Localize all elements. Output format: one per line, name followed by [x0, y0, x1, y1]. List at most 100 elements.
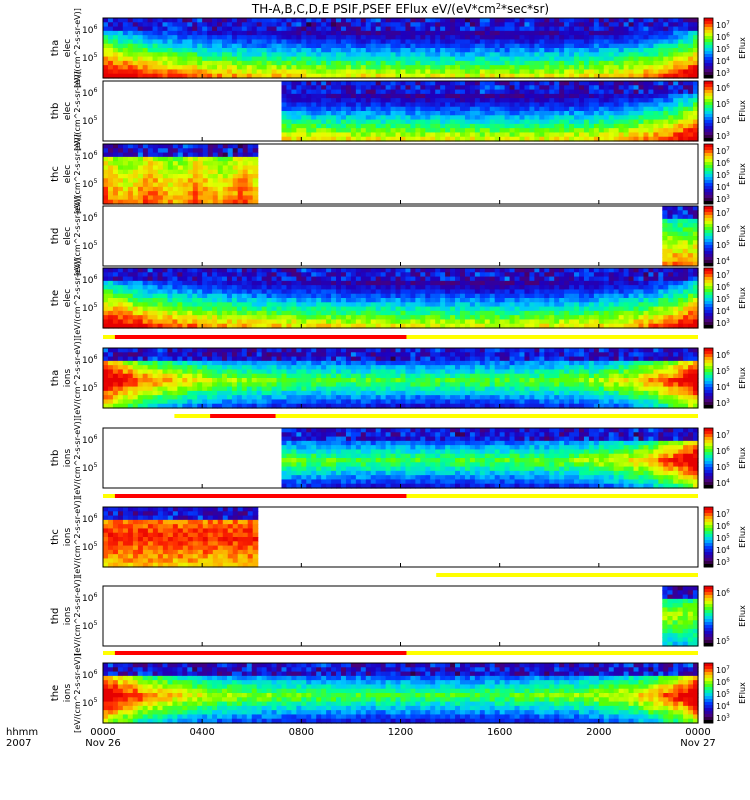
spectrogram-cell [291, 119, 297, 125]
spectrogram-cell [241, 276, 248, 282]
spectrogram-cell [192, 43, 198, 49]
spectrogram-cell [217, 178, 224, 184]
spectrogram-cell [479, 136, 486, 142]
spectrogram-cell [583, 60, 590, 66]
spectrogram-cell [455, 18, 461, 23]
spectrogram-cell [326, 115, 332, 121]
spectrogram-cell [499, 315, 506, 321]
spectrogram-cell [499, 280, 506, 286]
spectrogram-cell [341, 60, 347, 66]
spectrogram-cell [360, 132, 367, 138]
spectrogram-cell [222, 182, 229, 188]
spectrogram-cell [395, 136, 402, 142]
spectrogram-cell [479, 30, 486, 36]
spectrogram-cell [286, 306, 293, 312]
spectrogram-cell [693, 132, 699, 138]
spectrogram-cell [167, 310, 174, 316]
spectrogram-cell [549, 98, 555, 104]
spectrogram-cell [217, 186, 224, 192]
spectrogram-cell [326, 81, 332, 86]
spectrogram-cell [534, 89, 540, 95]
spectrogram-cell [385, 119, 392, 125]
spectrogram-cell [489, 81, 496, 86]
spectrogram-cell [385, 69, 392, 75]
colorbar-segment [704, 242, 713, 246]
colorbar-segment [704, 230, 713, 234]
spectrogram-cell [579, 65, 585, 71]
spectrogram-cell [103, 182, 109, 188]
spectrogram-cell [672, 240, 679, 246]
spectrogram-cell [162, 18, 169, 23]
spectrogram-cell [122, 285, 129, 291]
spectrogram-cell [291, 60, 297, 66]
spectrogram-cell [197, 186, 204, 192]
spectrogram-cell [365, 323, 372, 329]
spectrogram-cell [484, 73, 491, 79]
spectrogram-cell [678, 89, 684, 95]
spectrogram-cell [341, 106, 347, 112]
spectrogram-cell [499, 319, 506, 325]
spectrogram-cell [306, 85, 312, 91]
spectrogram-cell [202, 56, 208, 62]
spectrogram-cell [405, 310, 412, 316]
spectrogram-cell [425, 319, 431, 325]
spectrogram-cell [524, 56, 531, 62]
spectrogram-cell [301, 43, 307, 49]
colorbar-frame [703, 17, 714, 79]
spectrogram-cell [469, 81, 476, 86]
spectrogram-cell [663, 69, 669, 75]
spectrogram-cell [192, 56, 198, 62]
spectrogram-cell [350, 123, 357, 129]
spectrogram-cell [509, 272, 516, 278]
spectrogram-cell [326, 272, 332, 278]
spectrogram-cell [633, 111, 640, 116]
spectrogram-cell [236, 52, 243, 58]
spectrogram-cell [192, 182, 199, 188]
spectrogram-cell [673, 60, 679, 66]
spectrogram-cell [554, 298, 560, 303]
spectrogram-cell [375, 65, 382, 71]
spectrogram-cell [202, 65, 208, 71]
spectrogram-cell [316, 65, 322, 71]
spectrogram-cell [445, 26, 451, 32]
spectrogram-cell [460, 132, 466, 138]
spectrogram-cell [559, 85, 565, 91]
spectrogram-cell [519, 85, 526, 91]
spectrogram-cell [306, 136, 312, 142]
colorbar-tick-label: 107 [716, 20, 730, 30]
spectrogram-cell [509, 52, 516, 58]
spectrogram-cell [162, 186, 169, 192]
spectrogram-cell [623, 52, 630, 58]
spectrogram-cell [296, 22, 302, 28]
spectrogram-cell [479, 18, 486, 23]
spectrogram-cell [375, 73, 382, 79]
spectrogram-cell [370, 60, 377, 66]
spectrogram-cell [435, 315, 441, 321]
spectrogram-cell [564, 315, 570, 321]
spectrogram-cell [430, 319, 436, 325]
spectrogram-cell [360, 43, 367, 49]
spectrogram-cell [142, 22, 149, 28]
spectrogram-cell [445, 102, 451, 108]
spectrogram-cell [494, 268, 501, 273]
spectrogram-cell [202, 152, 209, 158]
spectrogram-cell [405, 302, 412, 308]
spectrogram-cell [400, 65, 407, 71]
spectrogram-cell [251, 22, 258, 28]
spectrogram-cell [554, 56, 560, 62]
spectrogram-cell [112, 48, 119, 53]
spectrogram-cell [360, 272, 367, 278]
spectrogram-cell [613, 98, 620, 104]
spectrogram-cell [390, 52, 397, 58]
spectrogram-cell [291, 89, 297, 95]
spectrogram-cell [579, 35, 585, 41]
spectrogram-cell [504, 289, 511, 295]
spectrogram-cell [117, 199, 124, 205]
spectrogram-cell [341, 81, 347, 86]
spectrogram-cell [445, 30, 451, 36]
spectrogram-cell [529, 319, 535, 325]
spectrogram-cell [544, 132, 550, 138]
spectrogram-cell [549, 315, 555, 321]
spectrogram-cell [207, 48, 213, 53]
spectrogram-cell [663, 123, 669, 129]
